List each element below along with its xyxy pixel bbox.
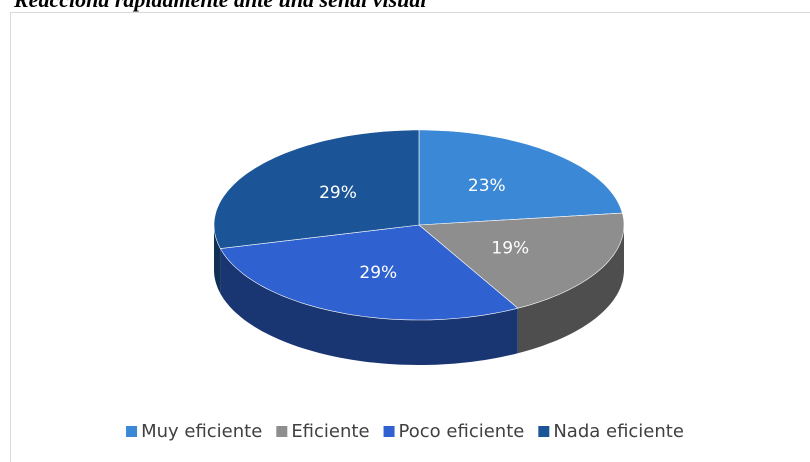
legend-label: Eficiente: [291, 421, 369, 442]
pie-slice: [213, 129, 420, 249]
data-label: 19%: [491, 239, 529, 259]
chart-title: Reacciona rápidamente ante una señal vis…: [13, 0, 427, 12]
data-label: 29%: [319, 183, 357, 203]
legend-swatch: [126, 426, 138, 437]
legend-label: Nada eficiente: [553, 421, 684, 442]
data-label: 29%: [359, 263, 397, 283]
legend-label: Poco eficiente: [399, 421, 525, 442]
pie-side: [220, 248, 518, 365]
pie-slice: [418, 212, 625, 309]
pie-slice: [219, 224, 519, 321]
legend-swatch: [383, 426, 395, 437]
legend-label: Muy eficiente: [141, 421, 262, 442]
pie-side: [517, 225, 624, 354]
data-label: 23%: [468, 176, 506, 196]
legend-swatch: [538, 426, 550, 437]
pie-side: [214, 225, 221, 294]
pie-slice: [418, 129, 623, 226]
legend-swatch: [276, 426, 288, 437]
